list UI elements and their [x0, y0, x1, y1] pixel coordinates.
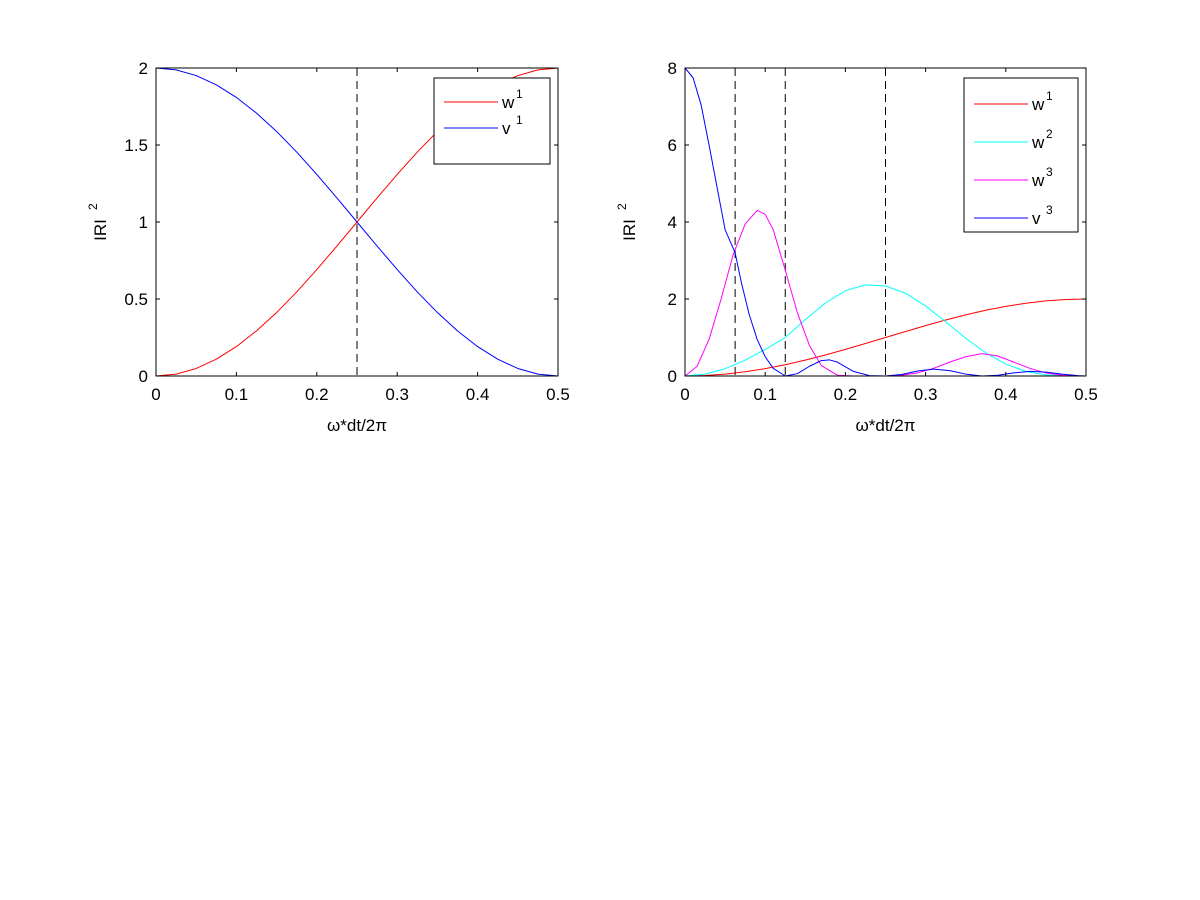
x-tick-label: 0	[151, 385, 160, 404]
x-axis-label: ω*dt/2π	[856, 416, 916, 435]
x-axis-label: ω*dt/2π	[327, 416, 387, 435]
legend: w 1v 1	[433, 77, 551, 165]
y-tick-label: 2	[668, 290, 677, 309]
x-tick-label: 0.3	[914, 385, 938, 404]
y-tick-label: 1.5	[124, 136, 148, 155]
legend-label-superscript: 2	[1046, 127, 1053, 141]
y-tick-label: 0	[668, 367, 677, 386]
x-tick-label: 0.4	[466, 385, 490, 404]
series-line-w1	[684, 298, 1087, 377]
legend-label-superscript: 1	[516, 113, 523, 127]
y-tick-label: 1	[139, 213, 148, 232]
x-tick-label: 0.2	[305, 385, 329, 404]
x-tick-label: 0	[680, 385, 689, 404]
legend-label-w3: w	[1031, 171, 1045, 190]
x-tick-label: 0.2	[834, 385, 858, 404]
legend-box	[433, 77, 551, 165]
y-axis-label-superscript: 2	[615, 203, 629, 210]
legend: w 1w 2w 3v 3	[963, 77, 1079, 233]
y-tick-label: 8	[668, 59, 677, 78]
y-tick-label: 2	[139, 59, 148, 78]
legend-label-v3: v	[1032, 209, 1041, 228]
x-tick-label: 0.1	[753, 385, 777, 404]
y-tick-label: 0	[139, 367, 148, 386]
y-tick-label: 4	[668, 213, 677, 232]
legend-label-superscript: 3	[1046, 165, 1053, 179]
x-tick-label: 0.5	[546, 385, 570, 404]
y-tick-label: 6	[668, 136, 677, 155]
legend-label-superscript: 1	[1046, 89, 1053, 103]
legend-label-superscript: 3	[1046, 203, 1053, 217]
x-tick-label: 0.1	[225, 385, 249, 404]
x-tick-label: 0.3	[385, 385, 409, 404]
x-tick-label: 0.4	[994, 385, 1018, 404]
legend-label-superscript: 1	[516, 87, 523, 101]
legend-label-w1: w	[501, 93, 515, 112]
series-line-w2	[684, 284, 1087, 377]
legend-label-v1: v	[502, 119, 511, 138]
y-axis-label-group: IRI 2	[615, 203, 639, 241]
y-axis-label: IRI	[91, 219, 110, 241]
x-tick-label: 0.5	[1074, 385, 1098, 404]
series-line-v1	[155, 67, 559, 377]
legend-label-w1: w	[1031, 95, 1045, 114]
legend-box	[963, 77, 1079, 233]
y-axis-label-group: IRI 2	[86, 203, 110, 241]
y-axis-label-superscript: 2	[86, 203, 100, 210]
legend-label-w2: w	[1031, 133, 1045, 152]
y-tick-label: 0.5	[124, 290, 148, 309]
y-axis-label: IRI	[620, 219, 639, 241]
